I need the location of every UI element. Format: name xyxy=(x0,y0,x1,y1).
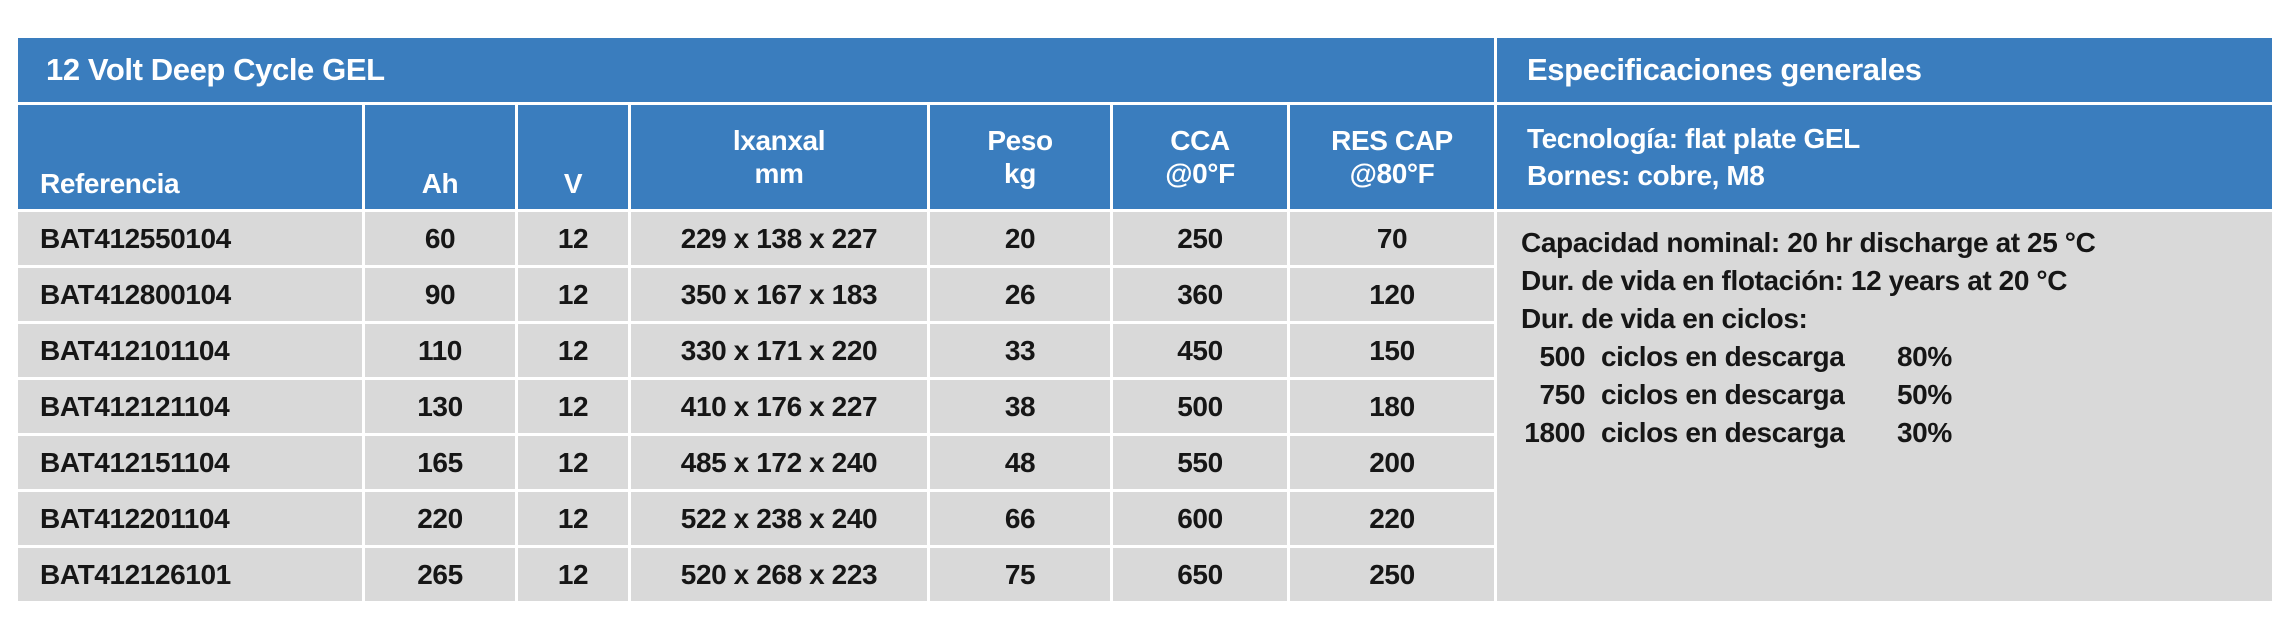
column-header-cca-line2: @0°F xyxy=(1165,158,1235,189)
row-2-referencia-cell: BAT412101104 xyxy=(18,324,362,377)
row-2-dimensions-cell: 330 x 171 x 220 xyxy=(631,324,927,377)
column-header-cca-line1: CCA xyxy=(1170,125,1230,156)
row-6-peso-cell: 75 xyxy=(930,548,1110,601)
specs-panel-title: Especificaciones generales xyxy=(1497,38,2272,102)
cycle-row-0-count: 500 xyxy=(1539,341,1585,372)
cycle-life-table: 500 ciclos en descarga 80% 750 ciclos en… xyxy=(1521,338,2252,452)
column-header-referencia: Referencia xyxy=(18,105,362,209)
column-header-dimensions-line1: lxanxal xyxy=(732,125,826,156)
row-5-cca-cell: 600 xyxy=(1113,492,1287,545)
cycle-row-2-depth: 30% xyxy=(1897,417,1952,448)
row-4-ah-cell: 165 xyxy=(365,436,515,489)
row-2-rescap-cell: 150 xyxy=(1290,324,1494,377)
row-4-dimensions-cell: 485 x 172 x 240 xyxy=(631,436,927,489)
row-0-referencia-cell: BAT412550104 xyxy=(18,212,362,265)
row-6-v-cell: 12 xyxy=(518,548,628,601)
row-3-dimensions-cell: 410 x 176 x 227 xyxy=(631,380,927,433)
datasheet-layout: 12 Volt Deep Cycle GEL Referencia Ah V l… xyxy=(18,38,2272,601)
column-header-ah-label: Ah xyxy=(421,168,459,199)
specs-float-life-line: Dur. de vida en flotación: 12 years at 2… xyxy=(1521,265,2068,296)
row-5-v-cell: 12 xyxy=(518,492,628,545)
column-header-rescap-line1: RES CAP xyxy=(1331,125,1453,156)
specs-panel: Especificaciones generales Tecnología: f… xyxy=(1497,38,2272,601)
row-3-cca-cell: 500 xyxy=(1113,380,1287,433)
specs-body: Capacidad nominal: 20 hr discharge at 25… xyxy=(1497,212,2272,601)
row-5-rescap-cell: 220 xyxy=(1290,492,1494,545)
row-1-rescap-cell: 120 xyxy=(1290,268,1494,321)
row-5-peso-cell: 66 xyxy=(930,492,1110,545)
row-6-rescap-cell: 250 xyxy=(1290,548,1494,601)
column-header-rescap-line2: @80°F xyxy=(1349,158,1435,189)
cycle-row-2-count: 1800 xyxy=(1524,417,1585,448)
row-0-cca-cell: 250 xyxy=(1113,212,1287,265)
column-header-dimensions-line2: mm xyxy=(754,158,804,189)
row-2-cca-cell: 450 xyxy=(1113,324,1287,377)
row-1-cca-cell: 360 xyxy=(1113,268,1287,321)
row-3-v-cell: 12 xyxy=(518,380,628,433)
specs-capacity-line: Capacidad nominal: 20 hr discharge at 25… xyxy=(1521,227,2096,258)
row-5-ah-cell: 220 xyxy=(365,492,515,545)
table-title: 12 Volt Deep Cycle GEL xyxy=(18,38,1494,102)
column-header-peso: Peso kg xyxy=(930,105,1110,209)
row-1-dimensions-cell: 350 x 167 x 183 xyxy=(631,268,927,321)
row-6-dimensions-cell: 520 x 268 x 223 xyxy=(631,548,927,601)
battery-table: 12 Volt Deep Cycle GEL Referencia Ah V l… xyxy=(18,38,1494,601)
row-3-rescap-cell: 180 xyxy=(1290,380,1494,433)
row-4-cca-cell: 550 xyxy=(1113,436,1287,489)
cycle-row-0-depth: 80% xyxy=(1897,341,1952,372)
row-2-peso-cell: 33 xyxy=(930,324,1110,377)
row-4-v-cell: 12 xyxy=(518,436,628,489)
column-header-peso-line1: Peso xyxy=(987,125,1053,156)
column-header-v: V xyxy=(518,105,628,209)
row-4-rescap-cell: 200 xyxy=(1290,436,1494,489)
specs-bornes-line: Bornes: cobre, M8 xyxy=(1527,160,1765,191)
specs-technology-line: Tecnología: flat plate GEL xyxy=(1527,123,1860,154)
column-header-dimensions: lxanxal mm xyxy=(631,105,927,209)
column-header-v-label: V xyxy=(563,168,583,199)
row-1-v-cell: 12 xyxy=(518,268,628,321)
row-4-peso-cell: 48 xyxy=(930,436,1110,489)
row-0-v-cell: 12 xyxy=(518,212,628,265)
row-5-dimensions-cell: 522 x 238 x 240 xyxy=(631,492,927,545)
cycle-row-1-depth: 50% xyxy=(1897,379,1952,410)
row-2-ah-cell: 110 xyxy=(365,324,515,377)
row-0-peso-cell: 20 xyxy=(930,212,1110,265)
column-header-ah: Ah xyxy=(365,105,515,209)
cycle-row-1-label: ciclos en descarga xyxy=(1601,379,1845,410)
specs-cycle-life-heading: Dur. de vida en ciclos: xyxy=(1521,303,1808,334)
row-2-v-cell: 12 xyxy=(518,324,628,377)
row-3-ah-cell: 130 xyxy=(365,380,515,433)
row-3-referencia-cell: BAT412121104 xyxy=(18,380,362,433)
cycle-row-1-count: 750 xyxy=(1539,379,1585,410)
specs-header-info: Tecnología: flat plate GEL Bornes: cobre… xyxy=(1497,105,2272,209)
row-1-referencia-cell: BAT412800104 xyxy=(18,268,362,321)
column-header-referencia-label: Referencia xyxy=(40,168,180,199)
column-header-peso-line2: kg xyxy=(1004,158,1036,189)
row-1-peso-cell: 26 xyxy=(930,268,1110,321)
row-6-cca-cell: 650 xyxy=(1113,548,1287,601)
row-0-ah-cell: 60 xyxy=(365,212,515,265)
row-5-referencia-cell: BAT412201104 xyxy=(18,492,362,545)
row-4-referencia-cell: BAT412151104 xyxy=(18,436,362,489)
cycle-row-0-label: ciclos en descarga xyxy=(1601,341,1845,372)
row-6-referencia-cell: BAT412126101 xyxy=(18,548,362,601)
row-0-dimensions-cell: 229 x 138 x 227 xyxy=(631,212,927,265)
row-3-peso-cell: 38 xyxy=(930,380,1110,433)
column-header-cca: CCA @0°F xyxy=(1113,105,1287,209)
row-6-ah-cell: 265 xyxy=(365,548,515,601)
column-header-rescap: RES CAP @80°F xyxy=(1290,105,1494,209)
row-0-rescap-cell: 70 xyxy=(1290,212,1494,265)
cycle-row-2-label: ciclos en descarga xyxy=(1601,417,1845,448)
row-1-ah-cell: 90 xyxy=(365,268,515,321)
